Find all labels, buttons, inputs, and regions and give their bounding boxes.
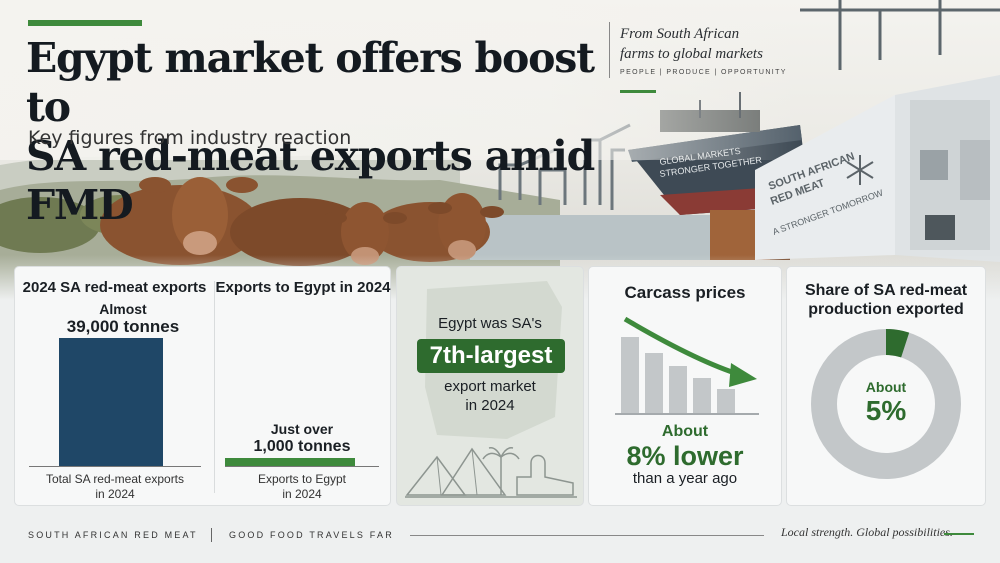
cattle-illustration [100, 177, 504, 266]
egypt-rank-detail-line-2: in 2024 [465, 397, 515, 414]
footer-accent [944, 533, 974, 535]
sa-exports-caption-line-2: in 2024 [95, 487, 135, 501]
decline-bar-1 [621, 337, 639, 413]
egypt-rank-detail: export market in 2024 [397, 377, 583, 415]
carcass-prices-card: Carcass prices About 8% lower than a yea… [588, 266, 782, 506]
egypt-exports-prefix: Just over [270, 421, 334, 437]
page-title-line-1: Egypt market offers boost to [26, 34, 595, 131]
footer-brand: SOUTH AFRICAN RED MEAT [28, 530, 198, 540]
share-donut-chart [811, 329, 961, 479]
card-title-egypt-exports: Exports to Egypt in 2024 [215, 279, 391, 296]
carcass-prices-suffix: than a year ago [632, 470, 738, 487]
egypt-exports-value: 1,000 tonnes [253, 438, 351, 455]
exports-comparison-card: 2024 SA red-meat exports Exports to Egyp… [14, 266, 391, 506]
footer-separator [211, 528, 212, 542]
egypt-rank-badge: 7th-largest [417, 339, 565, 373]
declining-bars-icon [615, 316, 759, 415]
carcass-prices-prefix: About [661, 423, 709, 440]
donut-share-segment [811, 329, 961, 479]
sa-exports-caption-line-1: Total SA red-meat exports [45, 472, 185, 486]
egypt-rank-card: Egypt was SA's 7th-largest export market… [396, 266, 584, 506]
tagline-accent [620, 90, 656, 93]
down-trend-arrowhead [729, 363, 757, 387]
page-title: Egypt market offers boost to SA red-meat… [26, 34, 626, 230]
hero-background: GLOBAL MARKETS STRONGER TOGETHER SOUTH A… [0, 0, 1000, 300]
carcass-prices-value: 8% lower [626, 441, 744, 471]
palm-tree-icon [482, 447, 520, 495]
production-share-title-line-2: production exported [808, 301, 964, 318]
sa-exports-prefix: Almost [99, 301, 147, 317]
footer-tagline: Local strength. Global possibilities. [781, 525, 953, 539]
carcass-prices-title: Carcass prices [624, 283, 746, 302]
egypt-rank-intro: Egypt was SA's [438, 315, 542, 332]
production-share-prefix: About [865, 379, 907, 395]
egypt-exports-caption: Exports to Egypt in 2024 [221, 472, 383, 502]
production-share-title: Share of SA red-meat production exported [787, 281, 985, 319]
accent-bar [28, 20, 142, 26]
baseline-sa-exports [29, 466, 201, 467]
sa-exports-value-label: Almost 39,000 tonnes [43, 301, 203, 335]
sa-exports-value: 39,000 tonnes [66, 317, 180, 336]
egypt-exports-caption-line-2: in 2024 [282, 487, 322, 501]
decline-bar-3 [669, 366, 687, 413]
pyramids-icon [405, 447, 507, 496]
tagline-keywords: PEOPLE | PRODUCE | OPPORTUNITY [620, 69, 787, 76]
production-share-title-line-1: Share of SA red-meat [804, 282, 968, 299]
tagline: From South African farms to global marke… [620, 24, 790, 64]
tagline-line-2: farms to global markets [620, 46, 763, 62]
page-title-line-2: SA red-meat exports amid FMD [26, 132, 595, 229]
production-share-value: 5% [865, 395, 907, 426]
footer-rule [410, 535, 764, 536]
egypt-exports-value-label: Just over 1,000 tonnes [221, 421, 383, 455]
bar-egypt-exports [225, 458, 355, 466]
decline-bar-2 [645, 353, 663, 413]
page-subtitle: Key figures from industry reaction [28, 127, 352, 149]
tagline-line-1: From South African [620, 26, 740, 42]
baseline-egypt-exports [225, 466, 379, 467]
down-trend-arrow [623, 316, 742, 378]
card-divider [214, 281, 215, 493]
egypt-exports-caption-line-1: Exports to Egypt [257, 472, 347, 486]
decline-bar-5 [717, 389, 735, 413]
hero-scene: GLOBAL MARKETS STRONGER TOGETHER SOUTH A… [0, 0, 1000, 300]
bar-sa-exports [59, 338, 163, 466]
tagline-divider [609, 22, 610, 78]
footer-slogan: GOOD FOOD TRAVELS FAR [229, 530, 394, 540]
egypt-rank-detail-line-1: export market [444, 378, 536, 395]
sa-exports-caption: Total SA red-meat exports in 2024 [29, 472, 201, 502]
sphinx-icon [516, 454, 574, 496]
production-share-card: Share of SA red-meat production exported… [786, 266, 986, 506]
decline-bar-4 [693, 378, 711, 413]
card-title-sa-exports: 2024 SA red-meat exports [22, 279, 207, 296]
